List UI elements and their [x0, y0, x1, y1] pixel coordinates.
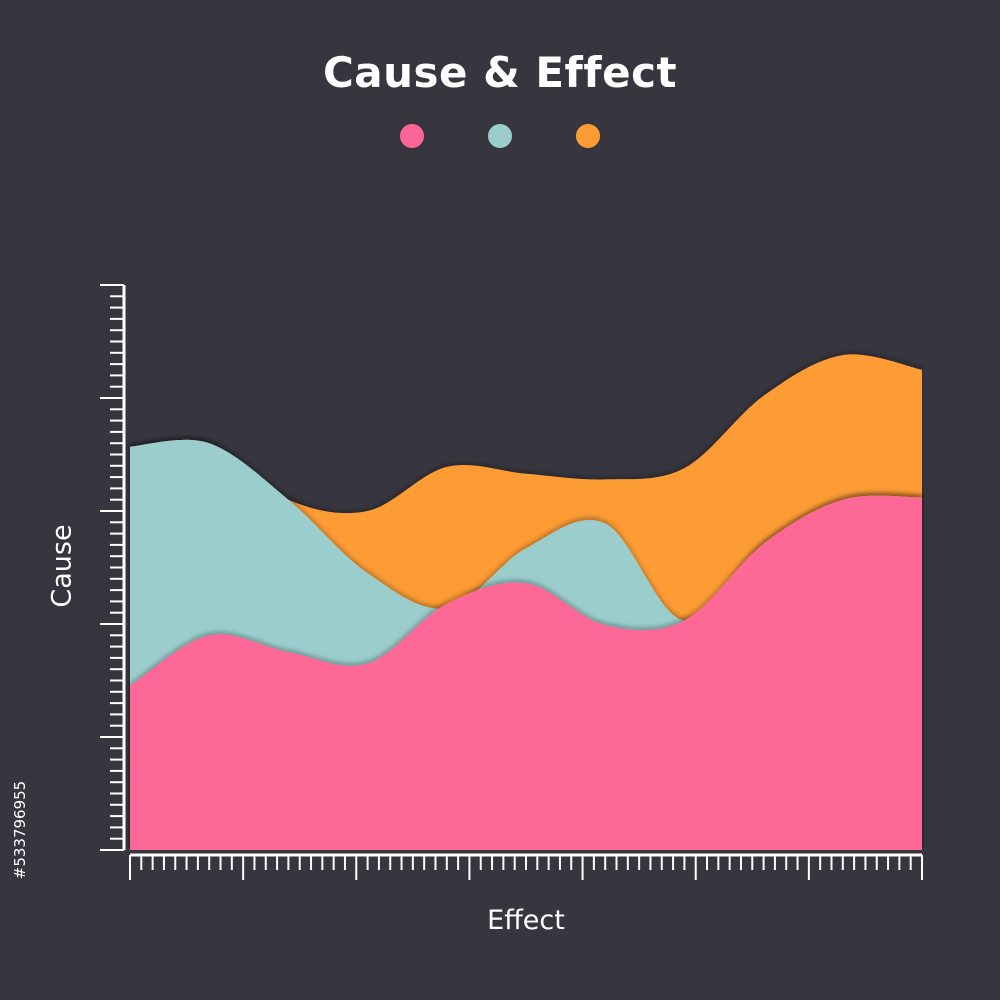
area-layers	[130, 354, 922, 850]
x-axis-label: Effect	[487, 905, 565, 936]
area-series-pink	[130, 495, 922, 850]
chart-title: Cause & Effect	[322, 48, 678, 97]
legend-marker-pink	[400, 124, 424, 148]
legend	[0, 124, 1000, 148]
axes	[100, 284, 923, 880]
legend-marker-orange	[576, 124, 600, 148]
stock-id-text: #533796955	[11, 780, 29, 880]
legend-marker-teal	[488, 124, 512, 148]
y-axis-label: Cause	[46, 524, 78, 608]
